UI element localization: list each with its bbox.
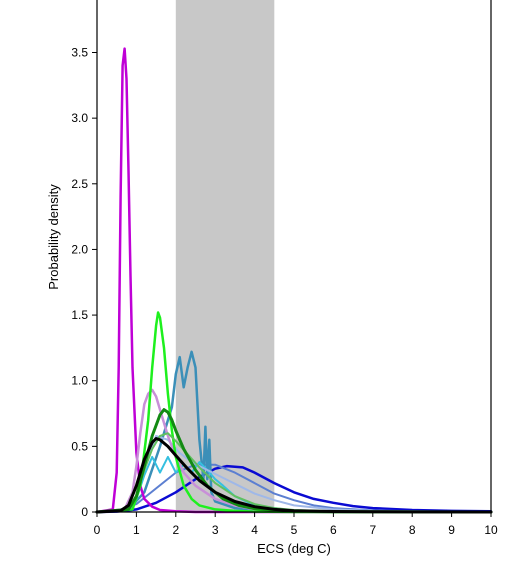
y-tick-label: 3.0 [71,111,88,125]
y-tick-label: 2.0 [71,242,88,256]
y-tick-label: 2.5 [71,177,88,191]
x-tick-label: 0 [94,523,101,537]
x-tick-label: 1 [133,523,140,537]
y-tick-label: 0.5 [71,439,88,453]
x-tick-label: 2 [172,523,179,537]
y-tick-label: 0 [81,505,88,519]
shaded-range [175,0,275,512]
x-tick-label: 4 [251,523,258,537]
x-tick-label: 8 [409,523,416,537]
x-axis-label: ECS (deg C) [257,541,331,556]
series-line-5 [95,47,493,514]
x-tick-label: 7 [369,523,376,537]
series-line-7 [95,311,493,514]
series-line-2 [95,350,493,514]
x-tick-label: 3 [212,523,219,537]
y-tick-label: 1.0 [71,374,88,388]
x-tick-label: 10 [484,523,498,537]
y-axis-label: Probability density [46,184,61,290]
x-tick-label: 9 [448,523,455,537]
y-tick-label: 3.5 [71,46,88,60]
series-line-6 [95,388,493,514]
series-line-0 [95,464,493,514]
x-tick-label: 6 [330,523,337,537]
x-tick-label: 5 [291,523,298,537]
series-line-10 [95,437,493,514]
y-tick-label: 1.5 [71,308,88,322]
